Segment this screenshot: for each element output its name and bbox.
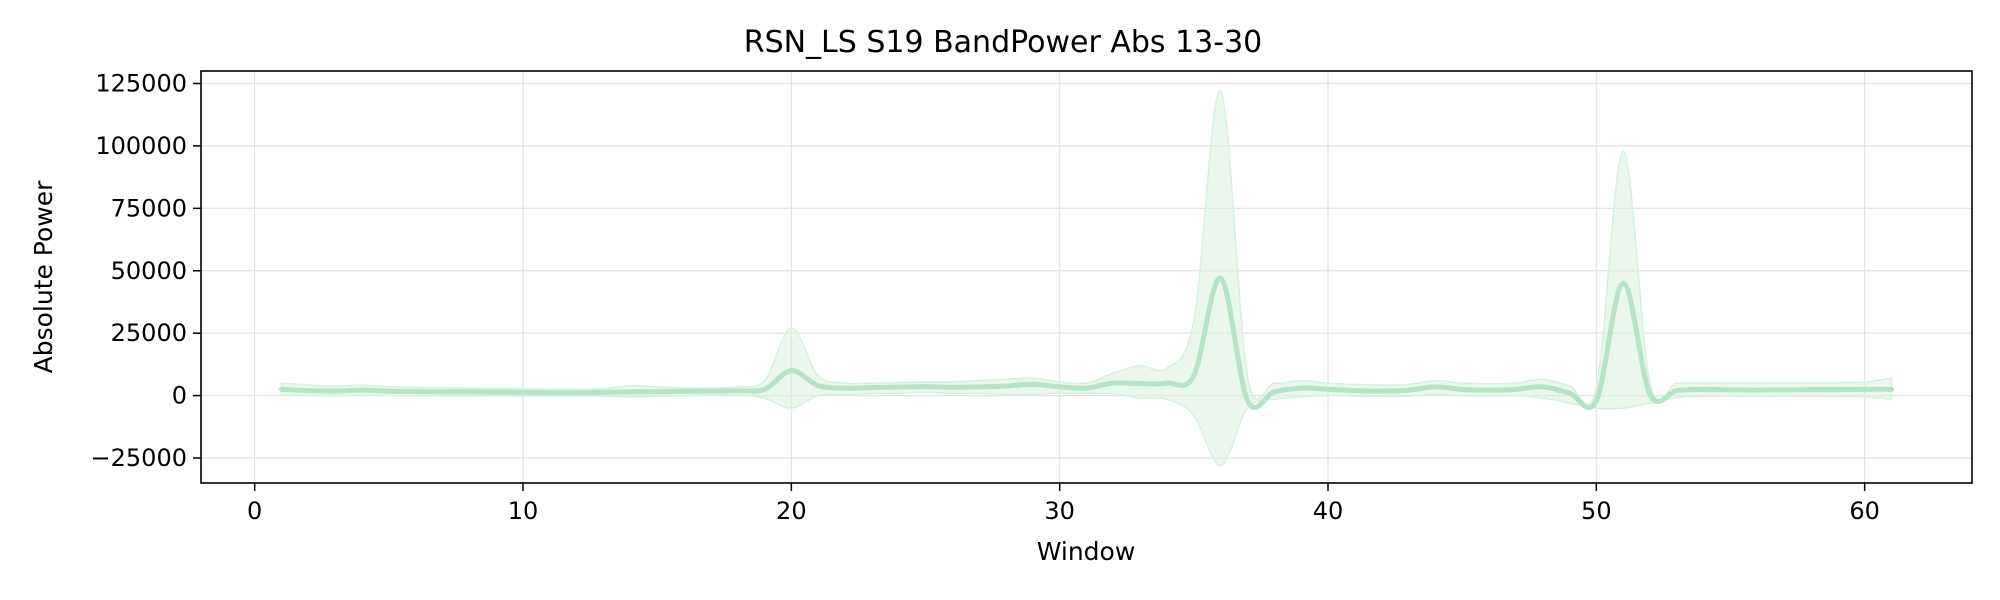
plot-frame xyxy=(200,70,1973,484)
series-line-layer xyxy=(279,275,1894,411)
series-mean-line xyxy=(279,275,1894,411)
x-axis-ticks: 0 10 20 30 40 50 60 xyxy=(247,483,1880,525)
x-tick-label: 50 xyxy=(1581,497,1612,525)
y-axis-ticks: −25000 0 25000 50000 75000 100000 125000 xyxy=(91,69,201,472)
y-tick-label: −25000 xyxy=(91,444,187,472)
x-tick-label: 10 xyxy=(508,497,539,525)
x-tick-label: 60 xyxy=(1849,497,1880,525)
x-tick-label: 40 xyxy=(1313,497,1344,525)
y-tick-label: 125000 xyxy=(95,69,187,97)
grid-lines xyxy=(201,71,1972,483)
y-tick-label: 75000 xyxy=(111,194,187,222)
x-axis-label: Window xyxy=(1037,537,1136,566)
y-axis-label: Absolute Power xyxy=(29,180,58,374)
y-tick-label: 25000 xyxy=(111,319,187,347)
x-tick-label: 20 xyxy=(776,497,807,525)
y-tick-label: 50000 xyxy=(111,257,187,285)
y-tick-label: 0 xyxy=(172,382,187,410)
x-tick-label: 0 xyxy=(247,497,262,525)
chart-title: RSN_LS S19 BandPower Abs 13-30 xyxy=(744,25,1263,60)
y-tick-label: 100000 xyxy=(95,132,187,160)
x-tick-label: 30 xyxy=(1044,497,1075,525)
